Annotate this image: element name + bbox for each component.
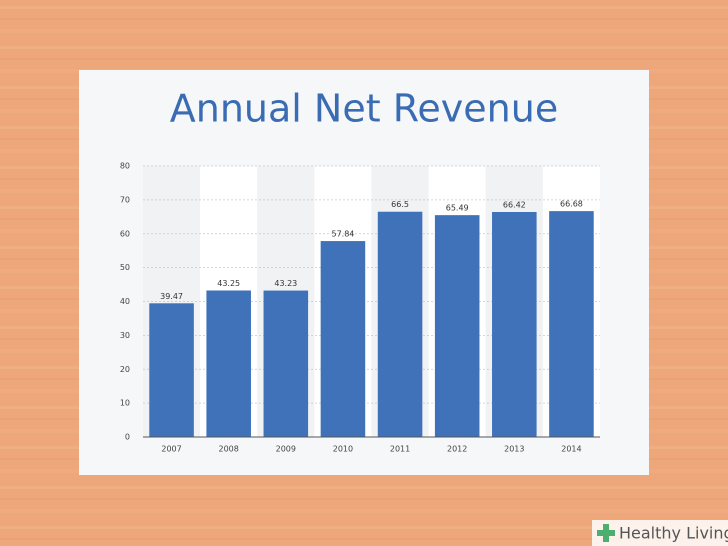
watermark: Healthy Living <box>592 520 728 546</box>
y-tick-label: 70 <box>120 195 130 204</box>
y-tick-label: 40 <box>120 297 130 306</box>
bar <box>320 241 366 437</box>
bar <box>206 290 251 437</box>
x-tick-label: 2013 <box>504 445 524 454</box>
x-tick-label: 2007 <box>161 445 181 454</box>
bar <box>377 211 423 437</box>
value-label: 39.47 <box>160 292 183 301</box>
x-tick-label: 2010 <box>333 445 353 454</box>
bar <box>549 211 594 437</box>
value-label: 57.84 <box>331 230 354 239</box>
y-tick-label: 60 <box>120 229 130 238</box>
value-label: 43.25 <box>217 279 240 288</box>
bar <box>492 212 537 437</box>
value-label: 65.49 <box>446 204 469 213</box>
value-label: 66.42 <box>503 201 526 210</box>
y-tick-label: 0 <box>125 433 130 442</box>
y-tick-label: 30 <box>120 331 130 340</box>
y-tick-label: 10 <box>120 399 130 408</box>
y-tick-label: 20 <box>120 365 130 374</box>
watermark-text: Healthy Living <box>619 524 728 543</box>
chart-title: Annual Net Revenue <box>170 87 558 131</box>
x-tick-label: 2014 <box>561 445 581 454</box>
value-label: 66.68 <box>560 200 583 209</box>
value-label: 66.5 <box>391 200 409 209</box>
watermark-icon <box>597 524 615 542</box>
bar <box>434 215 480 437</box>
y-tick-label: 50 <box>120 263 130 272</box>
x-tick-label: 2009 <box>276 445 296 454</box>
bar <box>263 290 309 437</box>
x-tick-label: 2012 <box>447 445 467 454</box>
plot: 0 10 20 30 40 50 60 70 80 2007 39.47 2008 43.25 2009 4… <box>120 162 600 454</box>
x-tick-label: 2011 <box>390 445 410 454</box>
value-label: 43.23 <box>274 279 297 288</box>
bar <box>149 303 194 437</box>
x-tick-label: 2008 <box>219 445 239 454</box>
y-tick-label: 80 <box>120 162 130 171</box>
